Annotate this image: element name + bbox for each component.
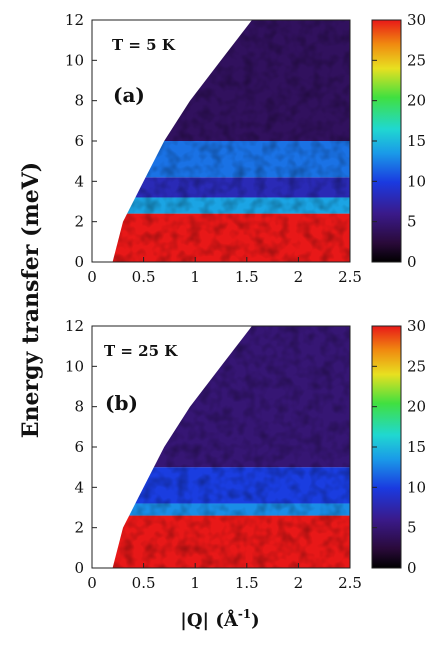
y-ticks-a: 0 2 4 6 8 10 12 xyxy=(65,11,97,271)
kinematic-region-a xyxy=(112,20,350,262)
x-ticks-b: 0 0.5 1 1.5 2 2.5 xyxy=(87,563,362,592)
y-tick-label: 8 xyxy=(74,398,84,416)
colorbar-tick-label: 20 xyxy=(407,92,426,110)
colorbar-tick-label: 10 xyxy=(407,172,426,190)
panel-label-b: (b) xyxy=(105,391,138,415)
panel-a: 0 0.5 1 1.5 2 2.5 0 2 4 6 8 10 12 T = 5 K (a) 0 5 10 1… xyxy=(65,11,426,286)
colorbar-tick-label: 30 xyxy=(407,317,426,335)
y-tick-label: 10 xyxy=(65,51,84,69)
x-tick-label: 1 xyxy=(190,268,200,286)
x-tick-label: 0 xyxy=(87,268,97,286)
y-tick-label: 2 xyxy=(74,519,84,537)
x-axis-label: |Q| (Å-1) xyxy=(180,607,259,631)
colorbar-tick-label: 15 xyxy=(407,132,426,150)
colorbar-tick-label: 25 xyxy=(407,357,426,375)
temperature-label-b: T = 25 K xyxy=(104,342,178,360)
panel-b: 0 0.5 1 1.5 2 2.5 0 2 4 6 8 10 12 T = 25 K (b) 0 5 10… xyxy=(65,317,426,592)
x-tick-label: 2.5 xyxy=(338,574,362,592)
y-tick-label: 2 xyxy=(74,213,84,231)
colorbar-tick-label: 20 xyxy=(407,398,426,416)
temperature-label-a: T = 5 K xyxy=(112,36,176,54)
colorbar-tick-label: 30 xyxy=(407,11,426,29)
y-tick-label: 4 xyxy=(74,478,84,496)
y-axis-label: Energy transfer (meV) xyxy=(18,162,44,438)
y-tick-label: 0 xyxy=(74,253,84,271)
heatmap-a xyxy=(112,20,350,262)
noise-texture-b xyxy=(112,326,350,568)
y-tick-label: 8 xyxy=(74,92,84,110)
colorbar-ticks-b: 0 5 10 15 20 25 30 xyxy=(372,317,426,577)
x-tick-label: 0 xyxy=(87,574,97,592)
x-tick-label: 1.5 xyxy=(235,268,259,286)
x-tick-label: 2.5 xyxy=(338,268,362,286)
x-tick-label: 0.5 xyxy=(132,574,156,592)
x-tick-label: 1 xyxy=(190,574,200,592)
noise-texture-a xyxy=(112,20,350,262)
colorbar-tick-label: 25 xyxy=(407,51,426,69)
y-tick-label: 6 xyxy=(74,132,84,150)
x-tick-label: 2 xyxy=(294,574,304,592)
colorbar-tick-label: 5 xyxy=(407,519,417,537)
colorbar-tick-label: 0 xyxy=(407,559,417,577)
x-tick-label: 2 xyxy=(294,268,304,286)
colorbar-tick-label: 0 xyxy=(407,253,417,271)
panel-label-a: (a) xyxy=(113,83,145,107)
y-tick-label: 0 xyxy=(74,559,84,577)
heatmap-b xyxy=(112,326,350,568)
x-tick-label: 1.5 xyxy=(235,574,259,592)
colorbar-tick-label: 10 xyxy=(407,478,426,496)
x-ticks-a: 0 0.5 1 1.5 2 2.5 xyxy=(87,257,362,286)
y-tick-label: 12 xyxy=(65,317,84,335)
kinematic-region-b xyxy=(112,326,350,568)
x-tick-label: 0.5 xyxy=(132,268,156,286)
y-tick-label: 10 xyxy=(65,357,84,375)
y-tick-label: 12 xyxy=(65,11,84,29)
colorbar-ticks-a: 0 5 10 15 20 25 30 xyxy=(372,11,426,271)
y-tick-label: 4 xyxy=(74,172,84,190)
y-ticks-b: 0 2 4 6 8 10 12 xyxy=(65,317,97,577)
colorbar-tick-label: 15 xyxy=(407,438,426,456)
y-tick-label: 6 xyxy=(74,438,84,456)
colorbar-tick-label: 5 xyxy=(407,213,417,231)
